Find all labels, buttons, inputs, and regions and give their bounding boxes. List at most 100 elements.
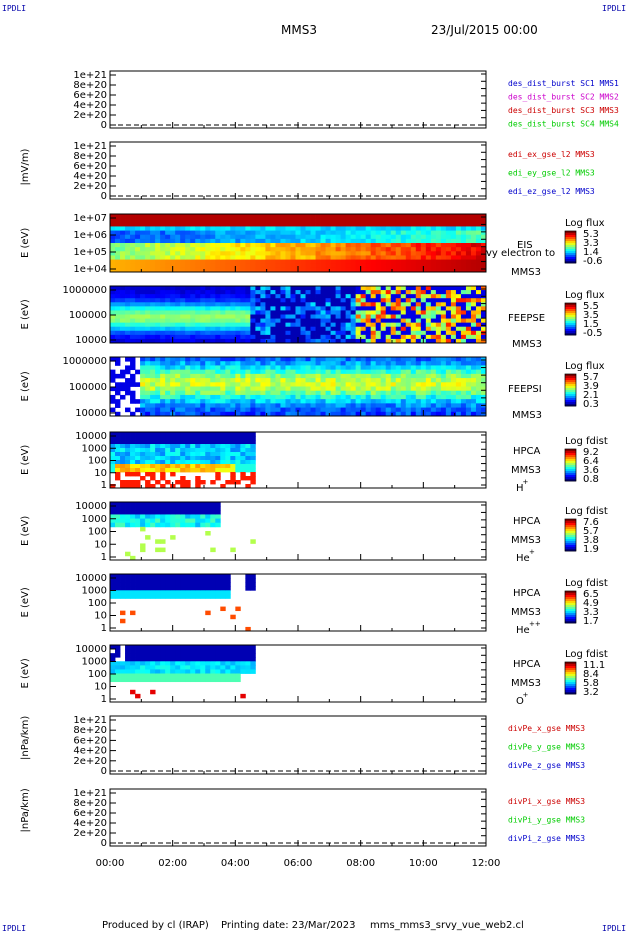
spectrogram-cell <box>280 214 286 219</box>
spectrogram-cell <box>215 411 221 417</box>
spectrogram-cell <box>425 330 432 336</box>
spectrogram-cell <box>380 399 387 404</box>
spectrogram-cell <box>135 653 141 658</box>
spectrogram-cell <box>410 286 417 291</box>
spectrogram-cell <box>290 226 296 231</box>
spectrogram-cell <box>465 407 472 413</box>
spectrogram-cell <box>190 578 196 583</box>
spectrogram-cell <box>455 259 462 265</box>
spectrogram-cell <box>205 468 211 473</box>
spectrogram-cell <box>240 338 246 344</box>
spectrogram-cell <box>425 373 432 379</box>
spectrogram-cell <box>180 448 186 453</box>
spectrogram-cell <box>115 456 121 461</box>
spectrogram-cell <box>400 357 407 362</box>
spectrogram-cell <box>180 373 186 379</box>
spectrogram-cell <box>275 334 281 340</box>
spectrogram-cell <box>135 226 141 231</box>
spectrogram-cell <box>430 226 437 231</box>
spectrogram-cell <box>200 480 206 485</box>
spectrogram-cell <box>165 382 171 387</box>
colorbar-segment <box>565 253 576 256</box>
spectrogram-cell <box>405 302 412 307</box>
spectrogram-cell <box>185 480 191 485</box>
spectrogram-cell <box>240 394 246 400</box>
spectrogram-cell <box>110 514 116 519</box>
spectrogram-cell <box>220 286 226 291</box>
spectrogram-cell <box>190 669 196 674</box>
spectrogram-cell <box>320 226 326 231</box>
spectrogram-cell <box>170 263 176 269</box>
spectrogram-cell <box>165 334 171 340</box>
spectrogram-cell <box>475 411 482 417</box>
legend-entry: des_dist_burst SC1 MMS1 <box>508 79 619 88</box>
spectrogram-cell <box>395 361 402 366</box>
spectrogram-cell <box>315 365 321 371</box>
spectrogram-cell <box>155 673 161 678</box>
spectrogram-cell <box>360 322 367 328</box>
spectrogram-cell <box>420 306 427 311</box>
spectrogram-cell <box>165 665 171 670</box>
spectrogram-cell <box>175 394 181 400</box>
spectrogram-cell <box>220 230 226 236</box>
spectrogram-cell <box>250 255 256 260</box>
spectrogram-cell <box>225 460 231 465</box>
spectrogram-cell <box>315 390 321 396</box>
spectrogram-cell <box>335 407 342 413</box>
spectrogram-cell <box>160 214 166 219</box>
spectrogram-cell <box>205 251 211 256</box>
spectrogram-cell <box>190 514 196 519</box>
spectrogram-cell <box>210 403 216 408</box>
spectrogram-cell <box>420 230 427 236</box>
spectrogram-cell <box>150 522 156 528</box>
spectrogram-cell <box>145 294 151 299</box>
y-tick-label: 6e+20 <box>73 735 107 746</box>
colorbar-segment <box>565 533 576 536</box>
spectrogram-cell <box>140 306 146 311</box>
spectrogram-cell <box>205 578 211 583</box>
spectrogram-cell <box>245 361 251 366</box>
spectrogram-cell <box>265 390 271 396</box>
spectrogram-cell <box>155 365 161 371</box>
spectrogram-cell <box>145 373 151 379</box>
spectrogram-cell <box>115 251 121 256</box>
y-tick-label: 10000 <box>75 644 107 655</box>
spectrogram-cell <box>195 338 201 344</box>
spectrogram-cell <box>155 226 161 231</box>
spectrogram-cell <box>310 369 316 375</box>
spectrogram-cell <box>220 673 226 678</box>
spectrogram-cell <box>130 255 136 260</box>
spectrogram-cell <box>395 230 402 236</box>
spectrogram-cell <box>415 290 422 295</box>
spectrogram-cell <box>155 310 161 315</box>
spectrogram-cell <box>230 298 236 303</box>
spectrogram-cell <box>160 226 166 231</box>
colorbar-segment <box>565 455 576 458</box>
spectrogram-cell <box>145 448 151 453</box>
spectrogram-cell <box>245 226 251 231</box>
spectrogram-cell <box>345 394 352 400</box>
spectrogram-cell <box>155 669 161 674</box>
spectrogram-cell <box>450 411 457 417</box>
spectrogram-cell <box>225 361 231 366</box>
spectrogram-cell <box>230 657 236 662</box>
spectrogram-cell <box>250 382 256 387</box>
spectrogram-cell <box>170 436 176 441</box>
spectrogram-cell <box>215 673 221 678</box>
spectrogram-cell <box>455 373 462 379</box>
spectrogram-cell <box>220 586 226 591</box>
spectrogram-cell <box>295 302 301 307</box>
spectrogram-cell <box>200 578 206 583</box>
spectrogram-cell <box>295 222 301 227</box>
spectrogram-cell <box>220 594 226 599</box>
spectrogram-cell <box>260 382 266 387</box>
spectrogram-cell <box>370 302 377 307</box>
spectrogram-cell <box>385 334 392 340</box>
spectrogram-cell <box>400 403 407 408</box>
spectrogram-cell <box>470 373 477 379</box>
spectrogram-cell <box>240 214 246 219</box>
spectrogram-cell <box>115 286 121 291</box>
spectrogram-cell <box>270 390 276 396</box>
spectrogram-cell <box>135 480 141 485</box>
spectrogram-cell <box>475 255 482 260</box>
